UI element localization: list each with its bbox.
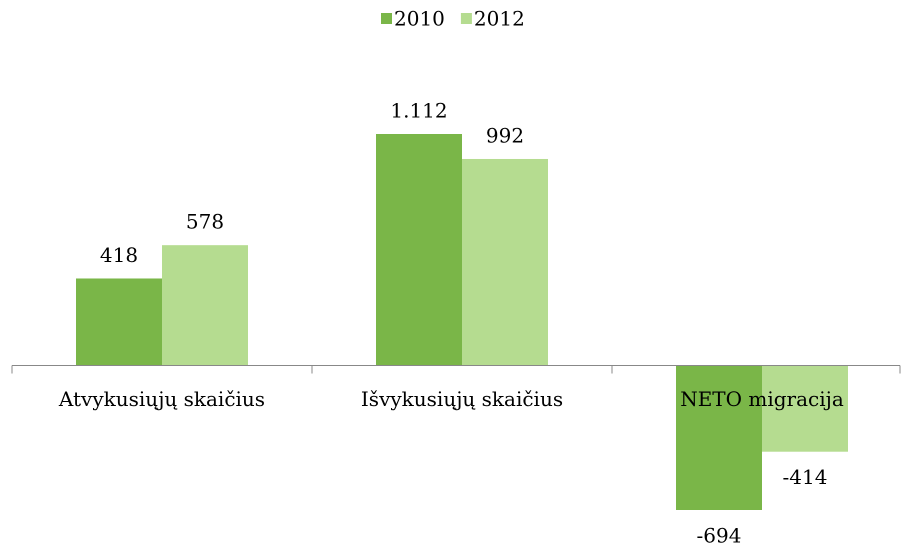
- bar: [676, 365, 762, 510]
- data-label: -694: [697, 524, 742, 548]
- data-label: 418: [100, 243, 138, 267]
- bar: [162, 245, 248, 366]
- bar: [376, 134, 462, 366]
- legend-swatch: [460, 13, 472, 24]
- data-label: 1.112: [390, 99, 447, 123]
- x-tick-label: Atvykusiųjų skaičius: [58, 387, 265, 411]
- x-tick-label: NETO migracija: [680, 387, 844, 411]
- bar: [762, 365, 848, 452]
- legend-swatch: [381, 13, 392, 24]
- data-label: 992: [486, 123, 524, 147]
- data-label: 578: [186, 210, 224, 234]
- legend-label: 2010: [394, 7, 445, 31]
- x-tick-label: Išvykusiųjų skaičius: [361, 387, 563, 411]
- bar: [462, 158, 548, 366]
- bar: [76, 278, 162, 366]
- legend-label: 2012: [474, 7, 525, 31]
- data-label: -414: [783, 465, 828, 489]
